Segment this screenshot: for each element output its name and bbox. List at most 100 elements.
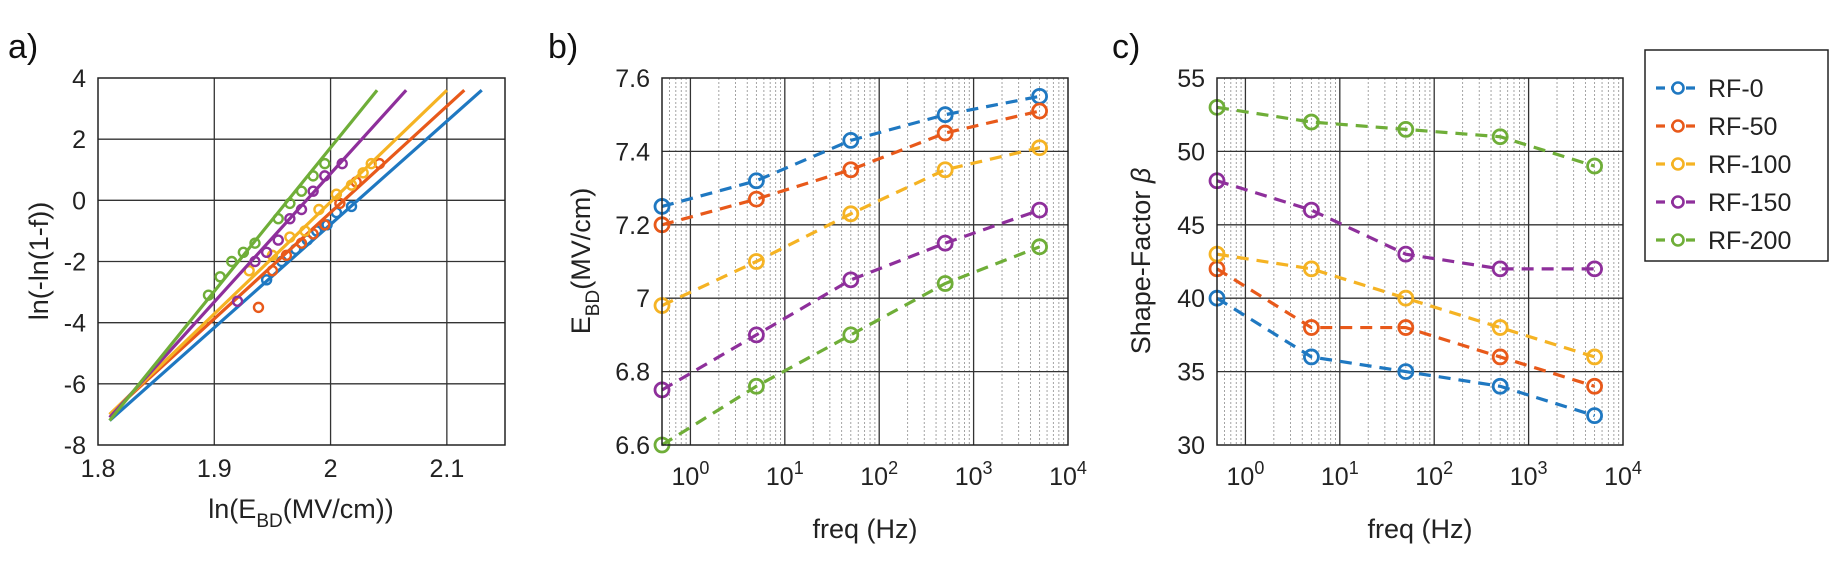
panel-a-point-rf-50 xyxy=(266,264,279,277)
panel-b-point-rf-200 xyxy=(1031,238,1048,256)
panel-c-point-rf-0 xyxy=(1397,363,1415,381)
panel-b-point-rf-150 xyxy=(747,326,765,344)
panel-c-series-line-rf-0 xyxy=(1216,296,1596,418)
panel-c-ytick-label: 30 xyxy=(1177,432,1205,460)
panel-a-ylabel: ln(-ln(1-f)) xyxy=(24,202,54,321)
panel-b-xtick-label: 103 xyxy=(955,458,993,491)
panel-a-ytick-label: -4 xyxy=(64,310,86,338)
panel-b-series-line-rf-0 xyxy=(661,94,1040,208)
panel-b: b) 100 101 102 103 104 6.6 6.8 7 7.2 7.4 7.6 freq … xyxy=(548,28,1087,544)
panel-a-gridlines xyxy=(98,78,505,445)
panel-c-point-rf-100 xyxy=(1302,260,1320,278)
panel-a-xlabel-main: ln(E xyxy=(208,494,256,524)
legend-label-rf-200: RF-200 xyxy=(1708,227,1791,255)
panel-b-point-rf-100 xyxy=(747,253,765,270)
panel-c-ytick-label: 50 xyxy=(1177,138,1205,166)
panel-a-ytick-label: -6 xyxy=(64,371,86,399)
panel-c-point-rf-100 xyxy=(1491,319,1509,336)
panel-b-series-line-rf-50 xyxy=(661,109,1040,227)
panel-a-xtick-label: 1.8 xyxy=(81,455,116,483)
panel-a-ticks: 1.8 1.9 2 2.1 -8 -6 -4 -2 0 2 4 xyxy=(64,65,464,483)
panel-c-series-line-rf-200 xyxy=(1216,105,1596,168)
panel-a-point-rf-200 xyxy=(284,197,296,210)
panel-b-ylabel: EBD(MV/cm) xyxy=(566,188,604,334)
panel-a-point-rf-100 xyxy=(357,167,369,179)
panel-c-xtick-label: 102 xyxy=(1415,458,1453,491)
panel-a-xtick-label: 1.9 xyxy=(197,455,232,483)
panel-a-point-rf-200 xyxy=(226,255,238,268)
panel-a-frame xyxy=(97,77,506,446)
panel-a-point-rf-200 xyxy=(249,237,261,249)
panel-b-point-rf-100 xyxy=(1031,139,1048,157)
panel-c-point-rf-150 xyxy=(1302,201,1320,219)
panel-b-point-rf-50 xyxy=(936,124,954,142)
panel-b-point-rf-50 xyxy=(747,190,765,208)
panel-a-point-rf-150 xyxy=(231,295,244,307)
panel-b-point-rf-0 xyxy=(747,172,765,190)
panel-c-ytick-label: 40 xyxy=(1177,285,1205,313)
panel-a-point-rf-100 xyxy=(330,188,343,200)
panel-b-point-rf-50 xyxy=(1031,102,1048,120)
panel-a-ytick-label: 2 xyxy=(72,126,86,154)
panel-c-point-rf-50 xyxy=(1586,377,1603,395)
panel-a-point-rf-100 xyxy=(365,157,377,170)
panel-c-point-rf-0 xyxy=(1586,407,1603,425)
panel-a-point-rf-150 xyxy=(284,212,296,225)
legend-marker-rf-100 xyxy=(1671,157,1685,171)
panel-b-xtick-label: 101 xyxy=(766,458,804,491)
panel-c-ylabel-main: Shape-Factor xyxy=(1126,183,1156,354)
panel-a-ytick-label: 0 xyxy=(72,187,86,215)
panel-a-point-rf-200 xyxy=(272,212,284,225)
panel-c-series-line-rf-100 xyxy=(1216,252,1596,359)
panel-c-ylabel: Shape-Factor β xyxy=(1126,168,1156,355)
panel-b-point-rf-0 xyxy=(936,106,954,124)
panel-c-label: c) xyxy=(1112,28,1140,66)
panel-a-point-rf-50 xyxy=(252,301,265,314)
panel-c: c) 100 101 102 103 104 30 35 40 45 50 55 freq (Hz)… xyxy=(1112,28,1642,544)
panel-a-point-rf-100 xyxy=(266,249,279,262)
panel-c-xtick-label: 100 xyxy=(1227,458,1265,491)
panel-b-label: b) xyxy=(548,28,578,66)
panel-a-fit-line-rf-0 xyxy=(108,89,483,422)
panel-c-point-rf-200 xyxy=(1491,128,1509,146)
panel-a-point-rf-200 xyxy=(237,246,250,259)
panel-b-point-rf-100 xyxy=(842,205,860,223)
panel-b-ytick-label: 7.2 xyxy=(615,212,650,240)
panel-c-point-rf-100 xyxy=(1586,348,1603,366)
panel-a-point-rf-150 xyxy=(295,203,308,216)
panel-b-ytick-label: 7 xyxy=(636,285,650,313)
panel-c-point-rf-100 xyxy=(1397,289,1415,307)
legend: RF-0 RF-50 RF-100 RF-150 RF-200 xyxy=(1644,49,1829,262)
panel-a-point-rf-150 xyxy=(336,157,348,170)
panel-c-point-rf-0 xyxy=(1302,348,1320,366)
panel-b-ylabel-sub: BD xyxy=(583,290,604,316)
panel-b-point-rf-200 xyxy=(936,275,954,292)
panel-c-point-rf-50 xyxy=(1397,319,1415,336)
panel-b-series-line-rf-100 xyxy=(661,146,1040,307)
legend-marker-rf-0 xyxy=(1671,81,1685,95)
panel-c-gridlines xyxy=(1217,78,1623,445)
panel-b-ytick-label: 6.8 xyxy=(615,359,650,387)
panel-a-data xyxy=(108,89,483,422)
legend-marker-rf-200 xyxy=(1671,233,1685,247)
panel-a-ytick-label: -8 xyxy=(64,432,86,460)
panel-a-point-rf-200 xyxy=(202,289,215,301)
panel-a-point-rf-200 xyxy=(307,170,319,182)
panel-b-ylabel-tail: (MV/cm) xyxy=(566,188,596,290)
panel-b-point-rf-100 xyxy=(936,161,954,179)
panel-b-gridlines xyxy=(662,78,1068,445)
panel-a-point-rf-150 xyxy=(249,255,261,268)
panel-a-point-rf-100 xyxy=(299,225,311,237)
panel-b-point-rf-0 xyxy=(842,131,860,149)
panel-b-ytick-label: 6.6 xyxy=(615,432,650,460)
panel-c-xlabel: freq (Hz) xyxy=(1367,514,1472,544)
panel-a-xlabel-sub: BD xyxy=(256,511,282,532)
panel-a-fit-line-rf-200 xyxy=(108,89,379,422)
panel-c-series-line-rf-50 xyxy=(1216,267,1596,388)
panel-a-point-rf-150 xyxy=(319,170,331,182)
panel-b-point-rf-50 xyxy=(842,161,860,179)
panel-a-point-rf-50 xyxy=(280,249,293,262)
panel-c-ytick-label: 55 xyxy=(1177,65,1205,93)
panel-b-point-rf-200 xyxy=(747,377,765,395)
